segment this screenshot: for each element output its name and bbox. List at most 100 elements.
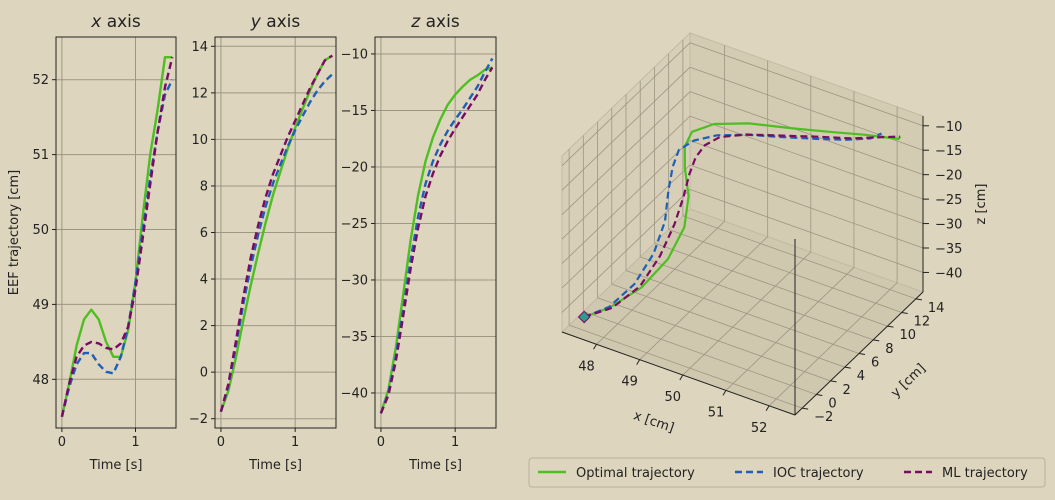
x-tick-mark xyxy=(722,390,727,396)
y-tick-label: −20 xyxy=(341,160,368,175)
grid-line xyxy=(668,229,902,313)
z-axis-label: z [cm] xyxy=(974,184,989,225)
x-tick-mark xyxy=(679,374,684,381)
grid-line xyxy=(561,140,691,264)
y-axis-panel: y axis 0 1 −2 0 2 4 6 8 10 12 14 Time [s] xyxy=(189,12,337,473)
x-tick-label: 1 xyxy=(131,435,139,450)
z-tick-label: −30 xyxy=(935,218,962,233)
grid-line xyxy=(597,297,831,382)
z-axis-panel: z axis 0 1 −40 −35 −30 −25 −20 −15 −10 Time [s] xyxy=(341,12,497,473)
y-tick-label: 2 xyxy=(843,383,851,398)
y-tick-label: −40 xyxy=(341,386,368,401)
x-tick-label: 48 xyxy=(578,359,595,374)
y-tick-mark xyxy=(858,353,866,355)
z-panel-title: z axis xyxy=(410,12,460,32)
x-tick-label: 1 xyxy=(291,435,299,450)
y-axis-label: EEF trajectory [cm] xyxy=(7,170,22,295)
grid-line xyxy=(640,256,874,341)
ioc-series-line xyxy=(60,79,174,418)
axes-frame xyxy=(374,36,497,429)
ml-series-line xyxy=(379,66,494,414)
y-tick-label: −35 xyxy=(341,330,368,345)
y-panel-title: y axis xyxy=(250,12,301,32)
optimal-legend-label: Optimal trajectory xyxy=(576,466,695,481)
y-tick-label: −30 xyxy=(341,273,368,288)
optimal-series-line xyxy=(60,56,173,418)
ml-series-line xyxy=(219,54,333,413)
x-tick-mark xyxy=(636,359,641,365)
grid-line xyxy=(561,66,691,191)
ml-3d-line xyxy=(583,133,901,319)
y-tick-label: 48 xyxy=(32,373,49,388)
y-tick-label: 12 xyxy=(191,86,208,101)
y-tick-label: −15 xyxy=(341,104,368,119)
x-axis-label: x [cm] xyxy=(631,408,675,436)
x-axis-panel: x axis 0 1 48 49 50 51 52 Time [s] EEF trajector… xyxy=(7,12,177,473)
y-tick-mark xyxy=(901,312,908,314)
x-tick-label: 1 xyxy=(451,435,459,450)
y-tick-mark xyxy=(844,366,851,369)
y-tick-label: 14 xyxy=(928,301,945,316)
optimal-series-line xyxy=(379,66,493,414)
y-tick-mark xyxy=(873,339,880,342)
z-tick-label: −35 xyxy=(935,242,962,257)
z-tick-label: −10 xyxy=(935,120,962,135)
y-tick-label: 14 xyxy=(191,40,208,55)
ioc-legend-label: IOC trajectory xyxy=(773,466,864,481)
y-tick-mark xyxy=(887,325,894,328)
x-tick-mark xyxy=(593,344,597,350)
grid-line xyxy=(689,189,924,273)
y-tick-label: 12 xyxy=(914,315,931,330)
grid-line xyxy=(611,283,845,368)
y-tick-label: 6 xyxy=(200,226,208,241)
y-tick-label: −25 xyxy=(341,217,368,232)
grid-line xyxy=(689,164,924,249)
y-axis-label: y [cm] xyxy=(888,361,928,401)
axes-frame xyxy=(55,36,177,429)
y-tick-label: 2 xyxy=(200,319,208,334)
axis-line xyxy=(561,331,796,416)
grid-line xyxy=(625,270,860,354)
y-tick-label: 0 xyxy=(200,366,208,381)
grid-line xyxy=(689,42,924,127)
y-tick-label: 4 xyxy=(857,369,865,384)
y-tick-label: 8 xyxy=(200,179,208,194)
x-tick-label: 50 xyxy=(665,390,682,405)
x-panel-title: x axis xyxy=(90,12,141,32)
y-tick-mark xyxy=(802,407,809,410)
y-tick-label: 10 xyxy=(191,133,208,148)
y-tick-mark xyxy=(830,380,837,383)
x-axis-label: Time [s] xyxy=(248,458,302,473)
y-tick-label: 0 xyxy=(828,397,836,412)
y-tick-label: 8 xyxy=(885,342,893,357)
z-tick-label: −25 xyxy=(935,193,962,208)
y-tick-label: 50 xyxy=(32,223,49,238)
y-tick-label: −2 xyxy=(189,412,208,427)
y-tick-label: 6 xyxy=(871,356,879,371)
grid-line xyxy=(689,140,924,224)
y-tick-mark xyxy=(816,394,823,396)
axes-frame xyxy=(214,36,337,429)
z-tick-label: −15 xyxy=(935,144,962,159)
x-tick-label: 0 xyxy=(58,435,66,450)
y-tick-label: 51 xyxy=(32,148,49,163)
grid-line xyxy=(583,311,817,395)
ml-legend-label: ML trajectory xyxy=(942,466,1028,481)
grid-line xyxy=(561,91,691,215)
grid-line xyxy=(561,115,691,240)
x-axis-label: Time [s] xyxy=(408,458,462,473)
grid-line xyxy=(568,324,803,409)
x-tick-label: 49 xyxy=(621,375,638,390)
ioc-3d-line xyxy=(583,132,882,319)
y-tick-mark xyxy=(915,298,922,301)
grid-line xyxy=(689,91,924,176)
y-tick-label: 10 xyxy=(899,328,916,343)
z-tick-label: −20 xyxy=(935,169,962,184)
y-tick-label: 4 xyxy=(200,273,208,288)
x-tick-label: 0 xyxy=(217,435,225,450)
y-tick-label: −2 xyxy=(814,410,833,425)
trajectory-3d-plot: 4849505152−202468101214−10−15−20−25−30−3… xyxy=(561,31,989,436)
y-tick-label: −10 xyxy=(341,47,368,62)
grid-line xyxy=(561,42,691,167)
